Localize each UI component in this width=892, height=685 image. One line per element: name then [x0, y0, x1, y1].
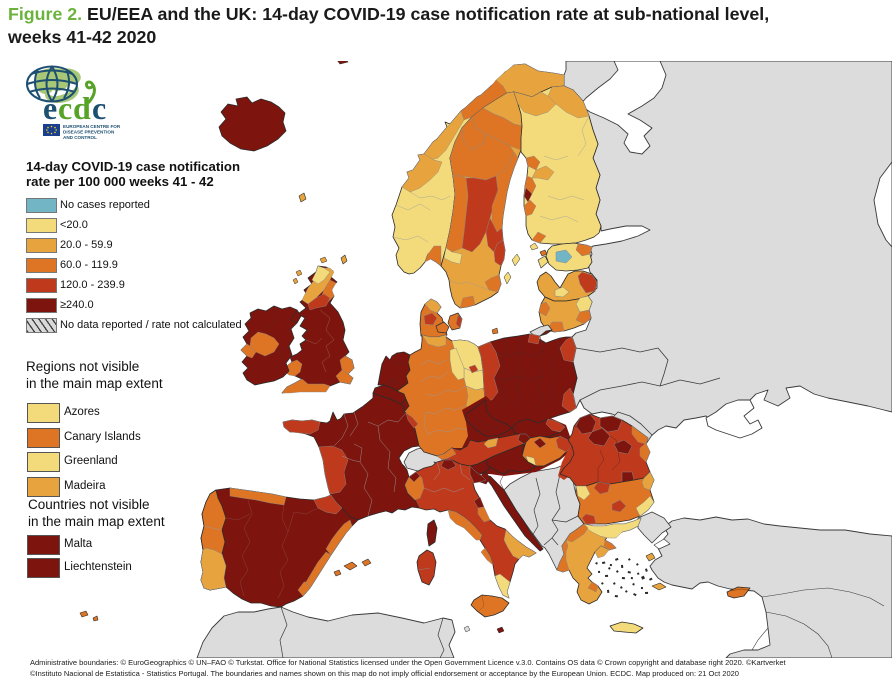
- svg-text:c: c: [58, 90, 72, 126]
- svg-text:DISEASE PREVENTION: DISEASE PREVENTION: [63, 130, 115, 135]
- svg-text:c: c: [92, 90, 106, 126]
- svg-text:EUROPEAN CENTRE FOR: EUROPEAN CENTRE FOR: [63, 124, 121, 129]
- svg-text:AND CONTROL: AND CONTROL: [63, 135, 97, 140]
- svg-text:e: e: [43, 90, 57, 126]
- svg-text:d: d: [73, 90, 91, 126]
